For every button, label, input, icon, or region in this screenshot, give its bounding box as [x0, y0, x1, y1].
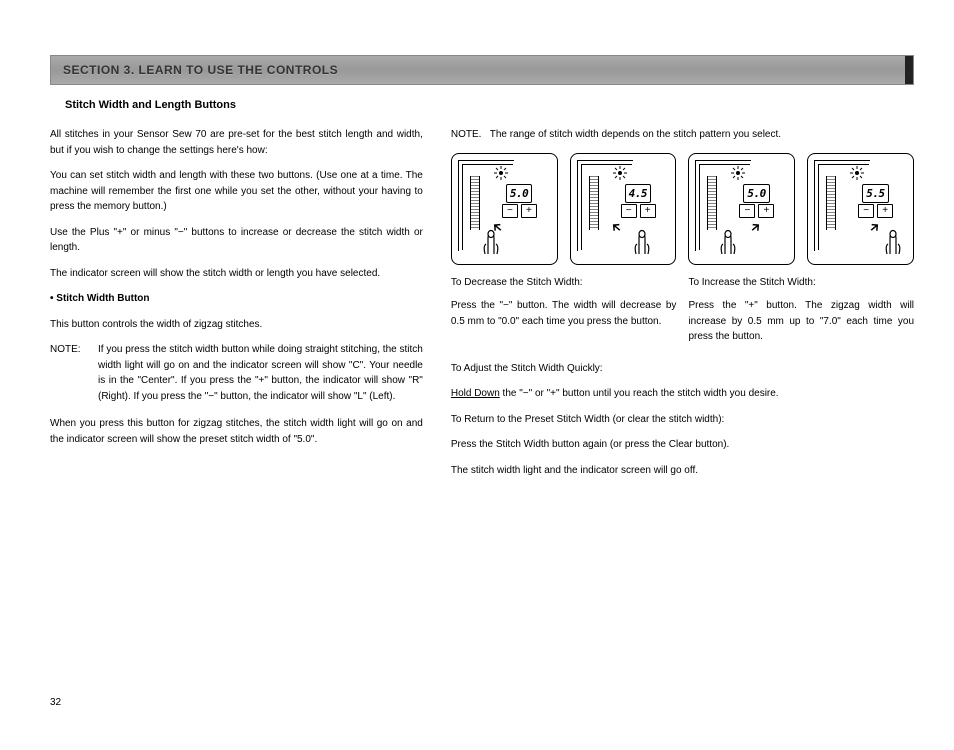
lcd-display: 5.0	[506, 184, 532, 203]
para-decrease: Press the "−" button. The width will dec…	[451, 298, 677, 345]
para: To Adjust the Stitch Width Quickly:	[451, 361, 914, 377]
para: You can set stitch width and length with…	[50, 168, 423, 215]
light-icon	[852, 168, 862, 178]
hand-icon	[882, 228, 904, 260]
minus-button: −	[739, 204, 755, 218]
caption-decrease: To Decrease the Stitch Width:	[451, 275, 677, 291]
para: The stitch width light and the indicator…	[451, 463, 914, 479]
plus-button: +	[877, 204, 893, 218]
note-body: If you press the stitch width button whi…	[98, 342, 423, 404]
caption-increase: To Increase the Stitch Width:	[688, 275, 914, 291]
left-column: All stitches in your Sensor Sew 70 are p…	[50, 127, 423, 488]
lcd-display: 4.5	[625, 184, 651, 203]
lcd-panel-illustration: 5.5−+	[807, 153, 914, 265]
right-column: NOTE. The range of stitch width depends …	[451, 127, 914, 488]
light-icon	[733, 168, 743, 178]
para-increase: Press the "+" button. The zigzag width w…	[688, 298, 914, 345]
para: All stitches in your Sensor Sew 70 are p…	[50, 127, 423, 158]
para: The indicator screen will show the stitc…	[50, 266, 423, 282]
lcd-display: 5.5	[862, 184, 888, 203]
para: This button controls the width of zigzag…	[50, 317, 423, 333]
hand-icon	[631, 228, 653, 260]
note-body: The range of stitch width depends on the…	[490, 129, 781, 140]
plus-button: +	[758, 204, 774, 218]
para: Press the Stitch Width button again (or …	[451, 437, 914, 453]
plus-button: +	[521, 204, 537, 218]
section-header: SECTION 3. LEARN TO USE THE CONTROLS	[50, 55, 914, 85]
para: Use the Plus "+" or minus "−" buttons to…	[50, 225, 423, 256]
illustration-row: 5.0−+4.5−+5.0−+5.5−+	[451, 153, 914, 265]
note-label: NOTE:	[50, 342, 88, 404]
minus-button: −	[502, 204, 518, 218]
light-icon	[496, 168, 506, 178]
plus-button: +	[640, 204, 656, 218]
lcd-panel-illustration: 4.5−+	[570, 153, 677, 265]
subtitle: Stitch Width and Length Buttons	[65, 99, 914, 111]
para: NOTE. The range of stitch width depends …	[451, 127, 914, 143]
para: To Return to the Preset Stitch Width (or…	[451, 412, 914, 428]
hold-down-rest: the "−" or "+" button until you reach th…	[500, 388, 779, 399]
hand-icon	[717, 228, 739, 260]
lcd-panel-illustration: 5.0−+	[451, 153, 558, 265]
minus-button: −	[621, 204, 637, 218]
lcd-display: 5.0	[743, 184, 769, 203]
para: When you press this button for zigzag st…	[50, 416, 423, 447]
hold-down-text: Hold Down	[451, 388, 500, 399]
lcd-panel-illustration: 5.0−+	[688, 153, 795, 265]
bullet-heading: • Stitch Width Button	[50, 291, 423, 307]
page-number: 32	[50, 697, 61, 708]
note-label: NOTE.	[451, 129, 482, 140]
minus-button: −	[858, 204, 874, 218]
hand-icon	[480, 228, 502, 260]
light-icon	[615, 168, 625, 178]
para: Hold Down the "−" or "+" button until yo…	[451, 386, 914, 402]
